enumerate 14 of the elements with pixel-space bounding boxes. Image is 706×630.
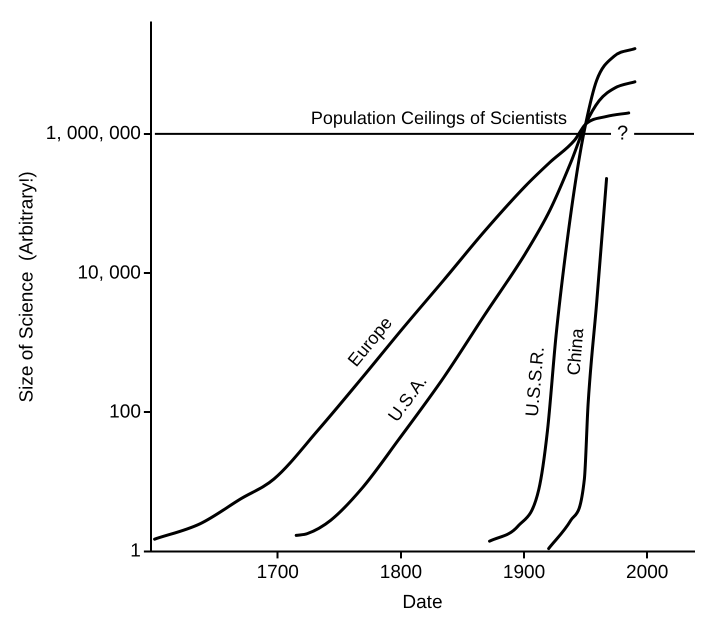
x-tick-label: 1800 xyxy=(380,562,422,584)
text: U.S.S.R. xyxy=(522,346,548,418)
y-tick-label: 1 xyxy=(130,540,141,562)
x-axis-title: Date xyxy=(402,592,443,613)
y-tick-label: 1, 000, 000 xyxy=(46,123,141,144)
x-tick-label: 1900 xyxy=(502,562,546,584)
x-tick-label: 1700 xyxy=(256,562,299,584)
ref-line-label: Population Ceilings of Scientists xyxy=(310,108,568,128)
x-tick-label: 2000 xyxy=(626,562,668,584)
y-tick-label: 10, 000 xyxy=(77,262,141,284)
text: China xyxy=(563,326,588,376)
y-axis-title: Size of Science (Arbitrary!) xyxy=(16,171,38,403)
y-tick-label: 100 xyxy=(109,401,141,422)
annotation: ? xyxy=(617,122,628,144)
